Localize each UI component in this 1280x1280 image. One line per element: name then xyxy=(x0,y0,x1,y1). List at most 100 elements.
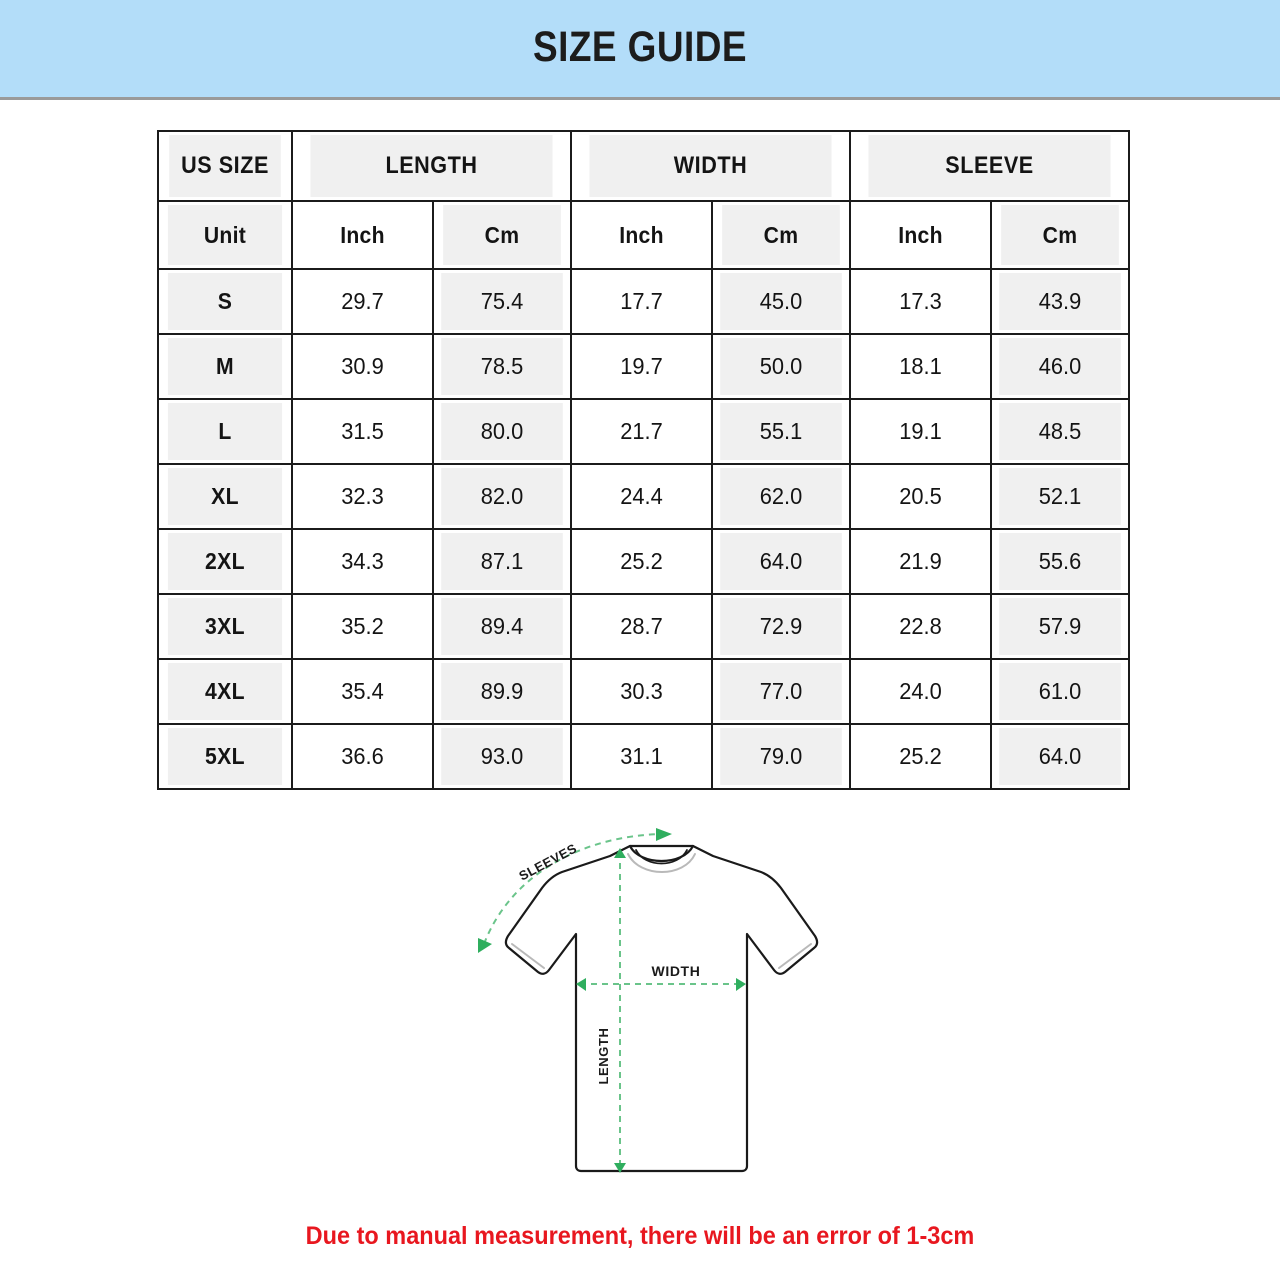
size-table-container: US SIZE LENGTH WIDTH SLEEVE Unit Inch Cm… xyxy=(157,130,1131,790)
header-width-inch: Inch xyxy=(570,200,714,270)
width-arrow-left xyxy=(576,978,586,991)
sleeve-inch-value: 17.3 xyxy=(849,268,993,335)
size-label: XL xyxy=(157,463,293,530)
sleeve-cm-value: 48.5 xyxy=(990,398,1131,465)
sleeve-cm-value: 55.6 xyxy=(990,528,1131,595)
header-width-cm: Cm xyxy=(711,200,852,270)
header-sleeve-inch: Inch xyxy=(849,200,993,270)
sleeves-arrow-end xyxy=(656,828,672,841)
length-cm-value: 78.5 xyxy=(431,333,573,400)
size-label: 3XL xyxy=(157,593,293,660)
header-sleeve-cm: Cm xyxy=(990,200,1131,270)
length-inch-value: 32.3 xyxy=(291,463,434,530)
length-cm-value: 80.0 xyxy=(431,398,573,465)
table-row: L 31.5 80.0 21.7 55.1 19.1 48.5 xyxy=(157,398,1131,465)
sleeve-cm-value: 46.0 xyxy=(990,333,1131,400)
sleeve-cm-value: 43.9 xyxy=(990,268,1131,335)
tshirt-illustration: SLEEVES WIDTH LENGTH xyxy=(478,828,819,1173)
sleeve-inch-value: 22.8 xyxy=(849,593,993,660)
length-inch-value: 34.3 xyxy=(291,528,434,595)
table-row: XL 32.3 82.0 24.4 62.0 20.5 52.1 xyxy=(157,463,1131,530)
table-head: US SIZE LENGTH WIDTH SLEEVE Unit Inch Cm… xyxy=(157,130,1131,270)
length-arrow-bottom xyxy=(614,1163,626,1173)
measure-arrowheads xyxy=(478,828,746,1173)
length-inch-value: 31.5 xyxy=(291,398,434,465)
length-cm-value: 87.1 xyxy=(431,528,573,595)
width-arrow-right xyxy=(736,978,746,991)
sleeve-inch-value: 25.2 xyxy=(849,723,993,790)
width-cm-value: 55.1 xyxy=(711,398,852,465)
header-banner xyxy=(0,0,1280,100)
length-inch-value: 36.6 xyxy=(291,723,434,790)
sleeve-inch-value: 20.5 xyxy=(849,463,993,530)
sleeve-inch-value: 21.9 xyxy=(849,528,993,595)
collar-outer-path xyxy=(628,844,695,863)
length-inch-value: 35.2 xyxy=(291,593,434,660)
shirt-hem-lines xyxy=(511,853,812,969)
width-inch-value: 21.7 xyxy=(570,398,714,465)
size-label: 4XL xyxy=(157,658,293,725)
right-sleeve-hem-path xyxy=(778,943,812,969)
collar-inner-path xyxy=(635,849,688,865)
width-inch-value: 31.1 xyxy=(570,723,714,790)
width-cm-value: 72.9 xyxy=(711,593,852,660)
header-width: WIDTH xyxy=(570,130,852,202)
left-sleeve-hem-path xyxy=(511,943,545,969)
group-header-row: US SIZE LENGTH WIDTH SLEEVE xyxy=(157,130,1131,202)
collar-shadow-path xyxy=(627,853,696,873)
width-cm-value: 50.0 xyxy=(711,333,852,400)
table-row: S 29.7 75.4 17.7 45.0 17.3 43.9 xyxy=(157,268,1131,335)
sleeve-inch-value: 18.1 xyxy=(849,333,993,400)
unit-header-row: Unit Inch Cm Inch Cm Inch Cm xyxy=(157,200,1131,270)
sleeve-cm-value: 64.0 xyxy=(990,723,1131,790)
width-label: WIDTH xyxy=(652,963,701,979)
width-inch-value: 30.3 xyxy=(570,658,714,725)
table-row: 3XL 35.2 89.4 28.7 72.9 22.8 57.9 xyxy=(157,593,1131,660)
sleeve-cm-value: 61.0 xyxy=(990,658,1131,725)
width-cm-value: 64.0 xyxy=(711,528,852,595)
header-unit: Unit xyxy=(157,200,293,270)
sleeves-guide-line xyxy=(483,833,663,945)
header-sleeve: SLEEVE xyxy=(849,130,1131,202)
sleeves-arrow-start xyxy=(478,938,492,953)
width-inch-value: 28.7 xyxy=(570,593,714,660)
header-length-inch: Inch xyxy=(291,200,434,270)
header-length: LENGTH xyxy=(290,130,573,202)
size-label: 2XL xyxy=(157,528,293,595)
sleeve-inch-value: 24.0 xyxy=(849,658,993,725)
size-label: L xyxy=(157,398,293,465)
table-body: S 29.7 75.4 17.7 45.0 17.3 43.9 M 30.9 78.5 19.7 50… xyxy=(157,268,1131,790)
table-row: 4XL 35.4 89.9 30.3 77.0 24.0 61.0 xyxy=(157,658,1131,725)
width-inch-value: 17.7 xyxy=(570,268,714,335)
header-us-size: US SIZE xyxy=(157,130,293,202)
tshirt-diagram: SLEEVES WIDTH LENGTH xyxy=(450,808,870,1208)
header-length-cm: Cm xyxy=(431,200,573,270)
length-arrow-top xyxy=(614,848,626,858)
length-inch-value: 35.4 xyxy=(291,658,434,725)
page-title: SIZE GUIDE xyxy=(533,23,747,71)
length-cm-value: 93.0 xyxy=(431,723,573,790)
length-cm-value: 89.9 xyxy=(431,658,573,725)
size-chart-table: US SIZE LENGTH WIDTH SLEEVE Unit Inch Cm… xyxy=(157,130,1131,790)
length-cm-value: 75.4 xyxy=(431,268,573,335)
width-inch-value: 19.7 xyxy=(570,333,714,400)
width-cm-value: 45.0 xyxy=(711,268,852,335)
table-row: 2XL 34.3 87.1 25.2 64.0 21.9 55.6 xyxy=(157,528,1131,595)
width-cm-value: 77.0 xyxy=(711,658,852,725)
measurement-disclaimer: Due to manual measurement, there will be… xyxy=(305,1222,975,1250)
sleeve-cm-value: 57.9 xyxy=(990,593,1131,660)
size-label: M xyxy=(157,333,293,400)
table-row: M 30.9 78.5 19.7 50.0 18.1 46.0 xyxy=(157,333,1131,400)
width-cm-value: 62.0 xyxy=(711,463,852,530)
sleeve-cm-value: 52.1 xyxy=(990,463,1131,530)
table-row: 5XL 36.6 93.0 31.1 79.0 25.2 64.0 xyxy=(157,723,1131,790)
measure-guides xyxy=(483,833,742,1169)
size-label: 5XL xyxy=(157,723,293,790)
width-inch-value: 24.4 xyxy=(570,463,714,530)
length-inch-value: 30.9 xyxy=(291,333,434,400)
size-label: S xyxy=(157,268,293,335)
shirt-body-path xyxy=(504,844,819,1173)
width-cm-value: 79.0 xyxy=(711,723,852,790)
length-cm-value: 82.0 xyxy=(431,463,573,530)
sleeve-inch-value: 19.1 xyxy=(849,398,993,465)
